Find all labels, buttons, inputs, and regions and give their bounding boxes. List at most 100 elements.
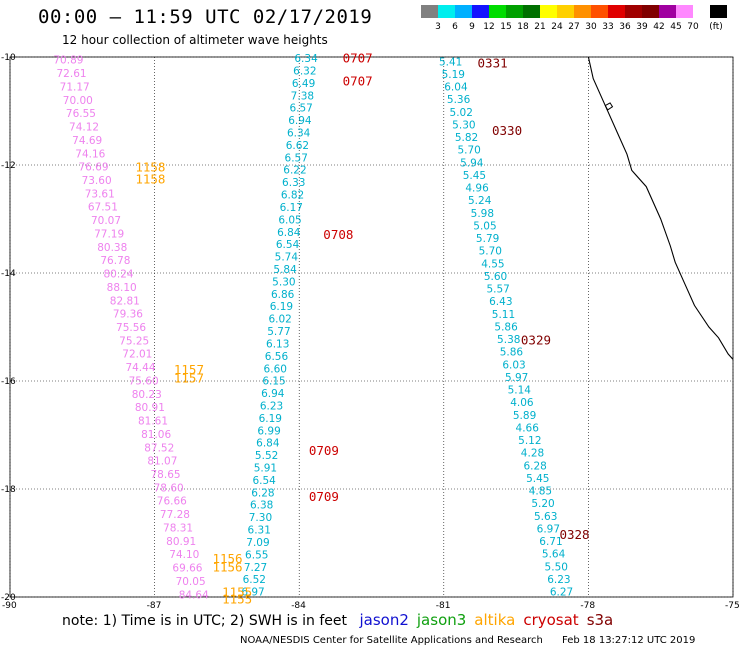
track-value-cyan-right: 5.64 — [542, 549, 566, 561]
pass-time-label: 0709 — [309, 443, 339, 458]
pass-time-label: 0328 — [559, 527, 589, 542]
track-value-cyan-left: 6.33 — [282, 177, 305, 189]
track-value-cyan-left: 6.55 — [245, 549, 268, 561]
lat-tick-label: -18 — [1, 485, 16, 495]
pass-time-label: 1157 — [174, 362, 204, 377]
lon-tick-label: -78 — [580, 601, 595, 610]
track-value-cyan-right: 6.23 — [547, 574, 570, 586]
colorbar-label: (ft) — [709, 22, 723, 32]
track-value-cyan-right: 5.19 — [442, 69, 465, 81]
track-value-cyan-left: 6.94 — [288, 115, 312, 127]
colorbar-swatch — [608, 5, 625, 18]
track-value-pink: 81.06 — [141, 429, 171, 441]
track-value-pink: 74.16 — [75, 148, 105, 160]
track-value-cyan-right: 5.12 — [518, 435, 541, 447]
track-value-pink: 81.61 — [138, 416, 168, 428]
lon-tick-label: -90 — [2, 601, 17, 610]
footer-note-row: note: 1) Time is in UTC; 2) SWH is in fe… — [62, 611, 629, 629]
track-value-pink: 84.64 — [179, 589, 209, 601]
track-value-cyan-left: 6.28 — [251, 487, 274, 499]
track-value-pink: 74.12 — [69, 122, 99, 134]
track-value-cyan-left: 7.38 — [291, 90, 314, 102]
pass-time-label: 1157 — [174, 370, 204, 385]
track-value-pink: 82.81 — [110, 295, 140, 307]
track-value-cyan-right: 4.96 — [465, 183, 489, 195]
track-value-pink: 76.69 — [78, 162, 108, 174]
track-value-pink: 78.31 — [163, 522, 193, 534]
colorbar-swatch — [472, 5, 489, 18]
track-value-pink: 80.91 — [166, 536, 196, 548]
colorbar-label: 30 — [585, 22, 597, 32]
track-value-cyan-right: 5.89 — [513, 410, 536, 422]
track-value-cyan-right: 5.05 — [473, 220, 496, 232]
track-value-cyan-left: 6.34 — [294, 53, 318, 65]
track-value-pink: 76.78 — [100, 255, 130, 267]
track-value-cyan-right: 5.11 — [492, 309, 515, 321]
lat-tick-label: -12 — [1, 161, 16, 171]
track-value-cyan-left: 6.38 — [250, 500, 273, 512]
colorbar-label: 36 — [619, 22, 631, 32]
colorbar-label: 3 — [435, 22, 441, 32]
track-value-pink: 75.60 — [129, 375, 159, 387]
track-value-cyan-right: 6.43 — [489, 296, 512, 308]
colorbar-swatch — [455, 5, 472, 18]
track-value-cyan-right: 5.82 — [455, 132, 478, 144]
track-value-cyan-left: 6.34 — [287, 128, 311, 140]
coastline — [587, 56, 734, 360]
track-value-cyan-left: 6.05 — [278, 214, 301, 226]
track-value-cyan-left: 6.23 — [260, 400, 283, 412]
track-value-cyan-right: 5.50 — [545, 561, 568, 573]
track-value-pink: 75.25 — [119, 335, 149, 347]
track-value-pink: 80.23 — [132, 389, 162, 401]
lat-tick-label: -14 — [1, 269, 16, 279]
track-value-pink: 78.60 — [154, 482, 184, 494]
track-value-pink: 80.24 — [104, 269, 134, 281]
wave-height-map: -10 -12 -14 -16 -18 -20-90 -87 -84 -81 -78 -75 70.8… — [1, 51, 740, 610]
track-value-cyan-right: 4.85 — [529, 486, 552, 498]
track-value-cyan-right: 6.03 — [502, 359, 525, 371]
track-value-cyan-left: 6.02 — [268, 314, 291, 326]
colorbar-swatch — [489, 5, 506, 18]
track-value-pink: 67.51 — [88, 202, 118, 214]
track-value-cyan-left: 5.52 — [255, 450, 278, 462]
legend-altika: altika — [474, 611, 516, 629]
track-value-cyan-right: 4.06 — [510, 397, 534, 409]
satellite-legend: jason2 jason3 altika cryosat s3a — [359, 611, 621, 629]
pass-time-label: 0708 — [323, 227, 353, 242]
pass-time-label: 1158 — [135, 172, 165, 187]
track-value-cyan-left: 6.60 — [264, 363, 287, 375]
colorbar-swatch — [506, 5, 523, 18]
track-value-cyan-left: 6.15 — [262, 376, 285, 388]
track-value-cyan-left: 6.97 — [241, 587, 264, 599]
track-value-cyan-right: 5.02 — [450, 107, 473, 119]
track-value-pink: 70.05 — [176, 576, 206, 588]
track-value-pink: 73.61 — [85, 188, 115, 200]
track-value-cyan-right: 5.45 — [526, 473, 549, 485]
track-value-cyan-right: 6.71 — [539, 536, 562, 548]
track-value-cyan-left: 7.30 — [249, 512, 272, 524]
track-value-cyan-left: 6.54 — [276, 239, 300, 251]
track-value-pink: 80.38 — [97, 242, 127, 254]
track-value-pink: 71.17 — [60, 81, 90, 93]
colorbar-swatch — [540, 5, 557, 18]
legend-jason3: jason3 — [416, 611, 467, 629]
colorbar-label: 24 — [551, 22, 563, 32]
lon-tick-label: -84 — [291, 601, 306, 610]
track-value-cyan-right: 5.38 — [497, 334, 520, 346]
lon-tick-label: -81 — [436, 601, 451, 610]
track-value-cyan-left: 6.17 — [280, 202, 303, 214]
track-value-pink: 72.01 — [122, 349, 152, 361]
pass-time-label: 1156 — [212, 559, 242, 574]
footer-note: note: 1) Time is in UTC; 2) SWH is in fe… — [62, 613, 348, 629]
track-value-pink: 70.00 — [63, 95, 93, 107]
track-value-cyan-right: 5.24 — [468, 195, 492, 207]
track-value-cyan-left: 6.19 — [259, 413, 282, 425]
track-value-pink: 76.55 — [66, 108, 96, 120]
track-value-cyan-right: 5.94 — [460, 157, 484, 169]
track-value-cyan-right: 6.04 — [444, 82, 468, 94]
track-value-cyan-right: 5.14 — [508, 385, 532, 397]
map-frame — [9, 56, 734, 598]
track-value-cyan-left: 6.19 — [270, 301, 293, 313]
track-value-cyan-right: 5.86 — [500, 347, 524, 359]
island — [604, 102, 614, 111]
